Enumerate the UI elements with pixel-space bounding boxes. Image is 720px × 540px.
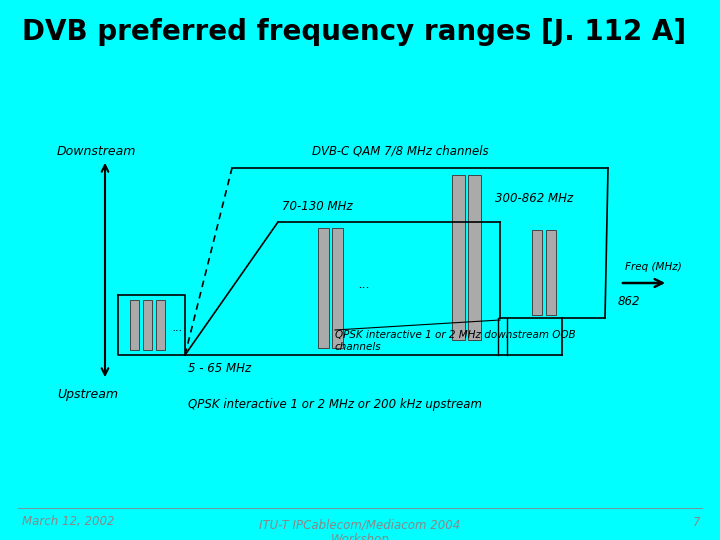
Bar [546,230,556,315]
Bar [130,300,139,350]
Text: QPSK interactive 1 or 2 MHz downstream OOB
channels: QPSK interactive 1 or 2 MHz downstream O… [335,330,575,352]
Bar [318,228,329,348]
Text: ...: ... [172,323,182,333]
Text: March 12, 2002: March 12, 2002 [22,516,114,529]
Bar [332,228,343,348]
Text: Upstream: Upstream [57,388,118,401]
Text: Downstream: Downstream [57,145,136,158]
Bar [143,300,152,350]
Bar [532,230,542,315]
Text: ITU-T IPCablecom/Mediacom 2004
Workshop: ITU-T IPCablecom/Mediacom 2004 Workshop [259,518,461,540]
Text: 5 - 65 MHz: 5 - 65 MHz [188,362,251,375]
Bar [156,300,165,350]
Bar [452,175,465,340]
Text: 7: 7 [693,516,700,529]
Text: 862: 862 [618,295,641,308]
Text: 300-862 MHz: 300-862 MHz [495,192,573,205]
Bar [468,175,481,340]
Text: DVB preferred frequency ranges [J. 112 A]: DVB preferred frequency ranges [J. 112 A… [22,18,686,46]
Text: DVB-C QAM 7/8 MHz channels: DVB-C QAM 7/8 MHz channels [312,144,488,157]
Text: Freq (MHz): Freq (MHz) [625,262,682,272]
Text: 70-130 MHz: 70-130 MHz [282,200,353,213]
Text: ...: ... [358,279,370,292]
Text: QPSK interactive 1 or 2 MHz or 200 kHz upstream: QPSK interactive 1 or 2 MHz or 200 kHz u… [188,398,482,411]
